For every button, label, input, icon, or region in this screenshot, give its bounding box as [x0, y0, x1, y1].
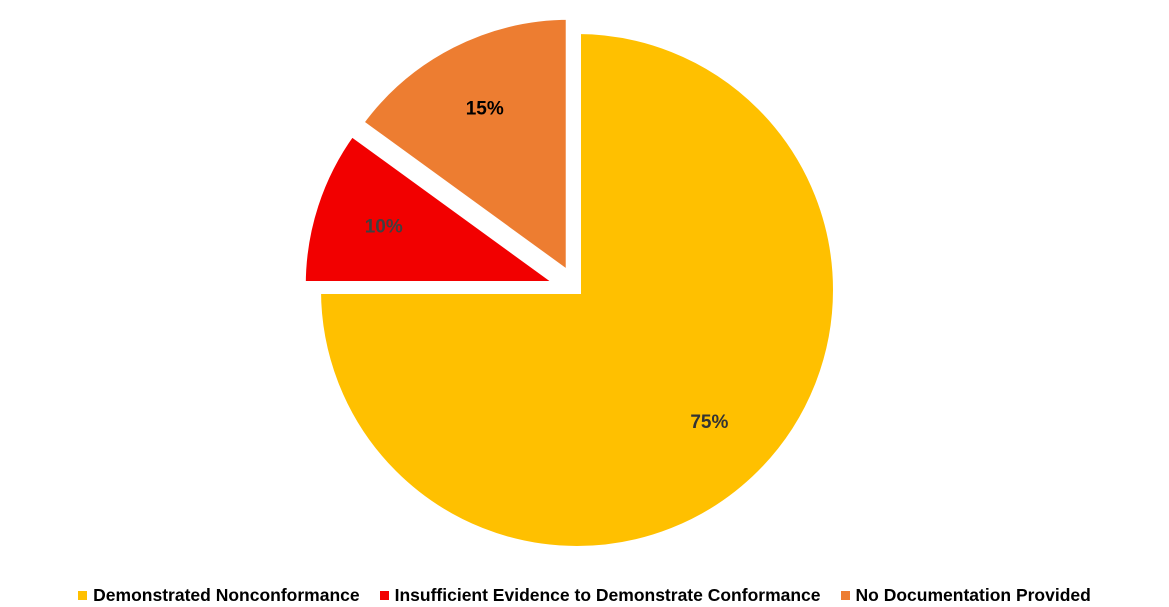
legend-swatch [78, 590, 88, 600]
pie-slice-3 [353, 11, 574, 284]
pie-chart: 75% 10% 15% [297, 11, 841, 554]
legend-label: Demonstrated Nonconformance [93, 584, 360, 605]
chart-legend: Demonstrated Nonconformance Insufficient… [0, 583, 1169, 607]
pie-slice-2 [297, 126, 575, 290]
legend-label: Insufficient Evidence to Demonstrate Con… [394, 584, 821, 605]
legend-item-no-documentation: No Documentation Provided [840, 584, 1091, 606]
pie-data-label-1: 75% [690, 412, 728, 433]
pie-data-label-3: 15% [466, 98, 504, 119]
pie-data-labels: 75% 10% 15% [365, 98, 729, 432]
legend-item-insufficient-evidence: Insufficient Evidence to Demonstrate Con… [379, 584, 821, 606]
legend-swatch [379, 590, 389, 600]
pie-data-label-2: 10% [365, 217, 403, 238]
legend-item-demonstrated-nonconformance: Demonstrated Nonconformance [78, 584, 360, 606]
pie-slices [297, 11, 841, 554]
legend-swatch [840, 590, 850, 600]
legend-label: No Documentation Provided [855, 584, 1091, 605]
pie-slice-1 [312, 25, 841, 554]
